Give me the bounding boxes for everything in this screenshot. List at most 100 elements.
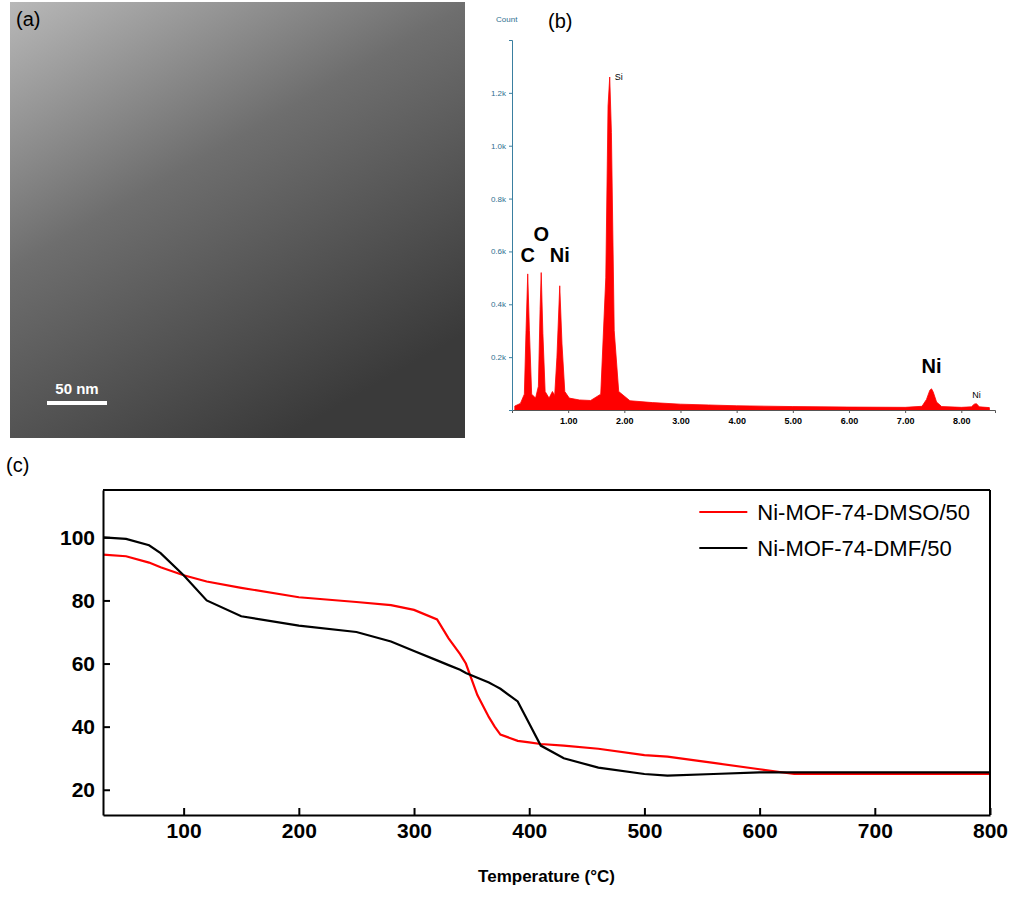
x-axis-tick: 300 bbox=[397, 808, 432, 842]
x-axis-tick: 3.00 bbox=[672, 410, 690, 426]
x-axis-tick: 500 bbox=[627, 808, 662, 842]
x-axis-tick-label: 5.00 bbox=[785, 416, 803, 426]
x-axis-tick-label: 7.00 bbox=[897, 416, 915, 426]
legend-swatch bbox=[699, 547, 747, 549]
y-axis-tick: 1.0k bbox=[491, 142, 512, 151]
spectrum-area bbox=[515, 77, 990, 410]
peak-annotation: Si bbox=[615, 72, 623, 82]
x-axis-tick-mark bbox=[298, 808, 300, 815]
x-axis-tick-mark bbox=[568, 410, 569, 413]
y-axis: 0.2k 0.4k 0.6k 0.8k 1.0k 1.2k bbox=[491, 41, 513, 411]
y-axis-tick-label: 20 bbox=[72, 778, 95, 801]
y-axis-tick-mark bbox=[103, 663, 110, 665]
series-line bbox=[103, 537, 990, 775]
legend-label: Ni-MOF-74-DMSO/50 bbox=[757, 500, 970, 525]
y-axis-tick: 60 bbox=[72, 652, 110, 675]
y-axis-tick-label: 0.8k bbox=[491, 195, 507, 204]
y-axis-line bbox=[103, 491, 105, 816]
legend-entry: Ni-MOF-74-DMF/50 bbox=[699, 536, 951, 561]
plot-area bbox=[515, 77, 990, 410]
y-axis-tick-label: 0.4k bbox=[491, 300, 507, 309]
panel-label: (b) bbox=[548, 10, 572, 32]
y-axis-line bbox=[509, 41, 513, 411]
y-axis-tick: 0.6k bbox=[491, 247, 512, 256]
x-axis-tick-label: 3.00 bbox=[672, 416, 690, 426]
y-axis-tick-mark bbox=[509, 93, 512, 94]
x-axis-tick-label: 700 bbox=[858, 819, 893, 842]
plot-area bbox=[103, 537, 990, 775]
element-label: Ni bbox=[922, 355, 942, 377]
y-axis-tick: 100 bbox=[60, 526, 110, 549]
tga-panel: 100 200 300 400 500 600 700 800 20 40 60 80 100 Tempe… bbox=[6, 454, 1008, 886]
x-axis-line bbox=[104, 815, 991, 817]
x-axis-tick-mark bbox=[414, 808, 416, 815]
x-axis-tick: 1.00 bbox=[560, 410, 578, 426]
x-axis-tick-label: 600 bbox=[743, 819, 778, 842]
y-axis-tick-label: 40 bbox=[72, 715, 95, 738]
x-axis-tick: 7.00 bbox=[897, 410, 915, 426]
x-axis-tick: 200 bbox=[282, 808, 317, 842]
y-axis-tick-mark bbox=[509, 304, 512, 305]
y-axis-tick-label: 0.2k bbox=[491, 353, 507, 362]
y-axis-tick: 0.8k bbox=[491, 195, 512, 204]
x-axis-tick: 100 bbox=[167, 808, 202, 842]
x-axis-tick-mark bbox=[905, 410, 906, 413]
y-axis-tick: 0.2k bbox=[491, 353, 512, 362]
x-axis-tick-label: 1.00 bbox=[560, 416, 578, 426]
x-axis-tick-label: 4.00 bbox=[728, 416, 746, 426]
x-axis-line bbox=[513, 411, 996, 414]
element-label: C bbox=[520, 244, 534, 266]
y-axis-tick-mark bbox=[103, 537, 110, 539]
x-axis-tick-label: 400 bbox=[512, 819, 547, 842]
element-label: Ni bbox=[550, 244, 570, 266]
x-axis-tick-mark bbox=[644, 808, 646, 815]
x-axis-tick-label: 100 bbox=[167, 819, 202, 842]
frame-top bbox=[103, 489, 990, 491]
legend-swatch bbox=[699, 511, 747, 513]
x-axis-tick-mark bbox=[529, 808, 531, 815]
y-axis-tick-label: 100 bbox=[60, 526, 95, 549]
element-label: O bbox=[533, 223, 549, 245]
y-axis-tick-label: 1.0k bbox=[491, 142, 507, 151]
y-axis: 20 40 60 80 100 bbox=[60, 491, 110, 816]
x-axis-tick-label: 300 bbox=[397, 819, 432, 842]
y-axis-tick-label: 0.6k bbox=[491, 247, 507, 256]
x-axis-tick-label: 6.00 bbox=[841, 416, 859, 426]
x-axis-tick-label: 200 bbox=[282, 819, 317, 842]
x-axis-tick-label: 8.00 bbox=[953, 416, 971, 426]
figure: (a)50 nm1.002.003.004.005.006.007.008.00… bbox=[0, 0, 1011, 899]
y-axis-tick: 20 bbox=[72, 778, 110, 801]
y-axis-tick: 1.2k bbox=[491, 89, 512, 98]
x-axis-title: Temperature (°C) bbox=[478, 867, 615, 886]
panel-label: (c) bbox=[6, 454, 29, 476]
x-axis-tick: 6.00 bbox=[841, 410, 859, 426]
x-axis-tick: 800 bbox=[973, 808, 1008, 842]
x-axis-tick: 700 bbox=[858, 808, 893, 842]
y-axis-tick-mark bbox=[103, 726, 110, 728]
y-axis-tick-label: 1.2k bbox=[491, 89, 507, 98]
y-axis-title: Count bbox=[496, 15, 518, 24]
frame-right bbox=[989, 490, 991, 815]
peak-annotation: Ni bbox=[972, 390, 981, 400]
x-axis-tick-label: 500 bbox=[627, 819, 662, 842]
panel-label: (a) bbox=[16, 8, 40, 30]
x-axis: 1.00 2.00 3.00 4.00 5.00 6.00 7.00 8.00 bbox=[513, 410, 996, 426]
y-axis-tick-label: 60 bbox=[72, 652, 95, 675]
y-axis-tick-label: 80 bbox=[72, 589, 95, 612]
x-axis-tick: 600 bbox=[743, 808, 778, 842]
x-axis-tick-mark bbox=[793, 410, 794, 413]
x-axis: 100 200 300 400 500 600 700 800 bbox=[104, 808, 1009, 842]
y-axis-tick: 80 bbox=[72, 589, 110, 612]
y-axis-tick-mark bbox=[103, 789, 110, 791]
x-axis-tick-mark bbox=[961, 410, 962, 413]
spectrum-panel: 1.00 2.00 3.00 4.00 5.00 6.00 7.00 8.00 0.2k 0.4k… bbox=[491, 10, 996, 426]
y-axis-tick-mark bbox=[509, 357, 512, 358]
scale-bar bbox=[47, 401, 107, 405]
x-axis-tick-mark bbox=[183, 808, 185, 815]
y-axis-tick-mark bbox=[509, 199, 512, 200]
y-axis-tick-mark bbox=[509, 251, 512, 252]
y-axis-tick: 0.4k bbox=[491, 300, 512, 309]
x-axis-tick-mark bbox=[737, 410, 738, 413]
x-axis-tick: 2.00 bbox=[616, 410, 634, 426]
x-axis-tick-label: 800 bbox=[973, 819, 1008, 842]
